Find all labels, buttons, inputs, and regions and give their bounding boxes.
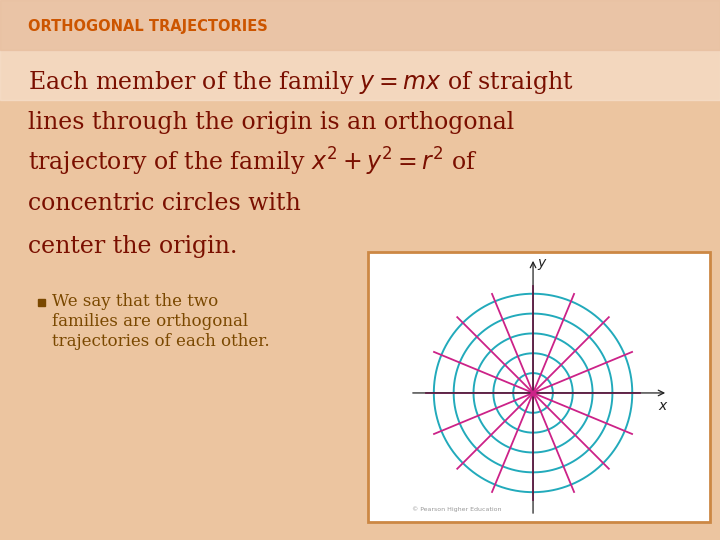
Bar — [0, 0, 720, 50]
Text: center the origin.: center the origin. — [28, 234, 238, 258]
Text: Each member of the family $y = mx$ of straight: Each member of the family $y = mx$ of st… — [28, 69, 574, 96]
Text: x: x — [658, 399, 666, 413]
Text: families are orthogonal: families are orthogonal — [52, 314, 248, 330]
Bar — [0, 0, 720, 100]
Text: y: y — [538, 256, 546, 270]
Bar — [38, 299, 45, 306]
Bar — [368, 252, 710, 522]
Text: © Pearson Higher Education: © Pearson Higher Education — [412, 507, 502, 512]
Text: lines through the origin is an orthogonal: lines through the origin is an orthogona… — [28, 111, 514, 133]
Text: We say that the two: We say that the two — [52, 294, 218, 310]
Text: trajectory of the family $x^2 + y^2 = r^2$ of: trajectory of the family $x^2 + y^2 = r^… — [28, 146, 478, 178]
Text: trajectories of each other.: trajectories of each other. — [52, 334, 269, 350]
Bar — [0, 0, 720, 50]
Text: concentric circles with: concentric circles with — [28, 192, 301, 215]
Text: ORTHOGONAL TRAJECTORIES: ORTHOGONAL TRAJECTORIES — [28, 18, 268, 33]
